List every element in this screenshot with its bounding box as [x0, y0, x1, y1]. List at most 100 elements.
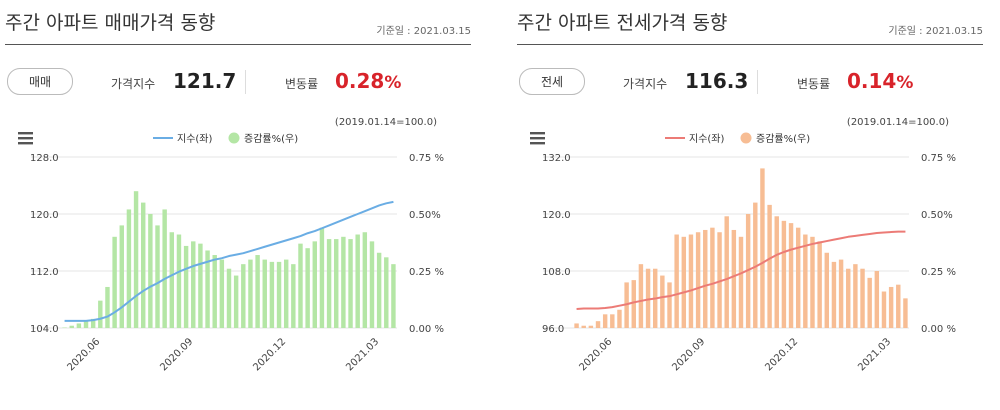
chart-menu-icon[interactable] — [18, 132, 33, 145]
rate-bar — [369, 241, 375, 328]
rate-bar — [660, 275, 665, 328]
rate-bar — [610, 314, 615, 328]
change-rate-label: 변동률 — [797, 77, 831, 91]
rate-bar — [248, 259, 253, 328]
rate-bar — [291, 264, 296, 328]
panel-title: 주간 아파트 매매가격 동향 — [5, 12, 216, 34]
rate-bar — [334, 239, 339, 328]
rate-bar — [355, 234, 360, 328]
rate-bar — [695, 232, 701, 328]
rate-bar — [803, 234, 808, 328]
chart-legend: 지수(좌) 증감률%(우) — [153, 132, 298, 145]
rate-bar — [788, 223, 794, 328]
rate-bar — [703, 229, 708, 328]
rate-bar — [126, 209, 132, 328]
base-index-note: (2019.01.14=100.0) — [335, 117, 437, 128]
base-date: 기준일 : 2021.03.15 — [888, 26, 983, 37]
change-rate-value: 0.28% — [335, 69, 401, 93]
rate-bar — [888, 286, 894, 328]
rate-bar — [617, 309, 622, 328]
rate-bar — [810, 236, 815, 328]
rate-bar — [341, 236, 346, 328]
x-axis-tick-label: 2020.12 — [763, 336, 800, 373]
change-rate-unit: % — [384, 73, 402, 93]
rate-bar — [853, 264, 858, 328]
rate-bar — [896, 284, 901, 328]
price-index-label: 가격지수 — [623, 77, 668, 91]
rate-bar — [191, 241, 196, 328]
legend-bar-swatch — [228, 132, 240, 144]
x-axis-tick-label: 2020.06 — [577, 336, 614, 373]
sales-price-chart: (2019.01.14=100.0) 지수(좌) 증감률%(우) 128.0 0.75 … — [18, 117, 444, 373]
rate-bar — [69, 325, 74, 328]
right-axis-tick-label: 0.50% — [921, 210, 953, 221]
chart-menu-icon[interactable] — [530, 132, 545, 145]
legend-bar-swatch — [740, 132, 752, 144]
rate-bar — [767, 204, 772, 328]
change-rate-number: 0.28 — [335, 69, 385, 93]
left-axis-tick-label: 128.0 — [30, 153, 59, 164]
stat-separator — [245, 70, 246, 94]
chart-legend: 지수(좌) 증감률%(우) — [665, 132, 810, 145]
change-rate-label: 변동률 — [285, 77, 319, 91]
rate-bar — [384, 257, 389, 328]
right-axis-tick-label: 0.25 % — [921, 267, 956, 278]
jeonse-type-button[interactable]: 전세 — [519, 68, 585, 95]
rate-bar — [881, 291, 887, 328]
rate-bar — [219, 259, 225, 328]
base-index-note: (2019.01.14=100.0) — [847, 117, 949, 128]
jeonse-price-chart: (2019.01.14=100.0) 지수(좌) 증감률%(우) 132.0 0.75 … — [530, 117, 956, 373]
rate-bar — [283, 259, 289, 328]
rate-bar — [105, 286, 110, 328]
rate-bar — [817, 241, 822, 328]
right-axis-tick-label: 0.50% — [409, 210, 441, 221]
rate-bar — [212, 255, 217, 328]
rate-bar — [233, 275, 239, 328]
x-axis-tick-label: 2020.09 — [158, 336, 195, 373]
x-axis-tick-label: 2021.03 — [856, 336, 893, 373]
price-index-label: 가격지수 — [111, 77, 156, 91]
rate-bar — [710, 227, 715, 328]
x-axis-tick-label: 2021.03 — [344, 336, 381, 373]
left-axis-tick-label: 120.0 — [542, 210, 571, 221]
rate-bar — [276, 261, 282, 328]
legend-rate-label: 증감률%(우) — [244, 133, 298, 145]
left-axis-tick-label: 120.0 — [30, 210, 59, 221]
rate-bar — [205, 250, 210, 328]
index-line — [576, 230, 906, 310]
rate-bar — [595, 321, 601, 328]
rate-bar — [319, 227, 325, 328]
legend-rate-label: 증감률%(우) — [756, 133, 810, 145]
rate-bar — [298, 243, 303, 328]
rate-bar — [860, 268, 865, 328]
rate-bar — [90, 318, 96, 328]
rate-bar — [348, 239, 353, 328]
sales-type-button[interactable]: 매매 — [7, 68, 73, 95]
rate-bar — [226, 268, 232, 328]
rate-bar — [674, 234, 679, 328]
sales-price-panel: 주간 아파트 매매가격 동향 기준일 : 2021.03.15 매매 가격지수 … — [5, 0, 475, 410]
x-axis-tick-label: 2020.06 — [65, 336, 102, 373]
rate-bar — [62, 327, 67, 328]
rate-bar — [183, 245, 189, 328]
right-axis-tick-label: 0.00 % — [921, 324, 956, 335]
rate-bar — [874, 271, 880, 328]
base-date: 기준일 : 2021.03.15 — [376, 26, 471, 37]
rate-bar — [326, 239, 332, 328]
stat-separator — [757, 70, 758, 94]
rate-bar — [83, 321, 89, 328]
rate-bar — [169, 232, 175, 328]
rate-bar — [774, 216, 779, 328]
rate-bar — [903, 298, 908, 328]
rate-bar — [176, 234, 182, 328]
rate-bar — [305, 248, 310, 328]
rate-bar — [645, 268, 651, 328]
left-axis-tick-label: 108.0 — [542, 267, 571, 278]
rate-bar — [133, 191, 139, 328]
rate-bar — [846, 268, 851, 328]
rate-bar — [638, 264, 644, 328]
rate-bar — [688, 234, 694, 328]
rate-bar — [98, 300, 103, 328]
x-axis-tick-label: 2020.09 — [670, 336, 707, 373]
rate-bar — [312, 241, 317, 328]
